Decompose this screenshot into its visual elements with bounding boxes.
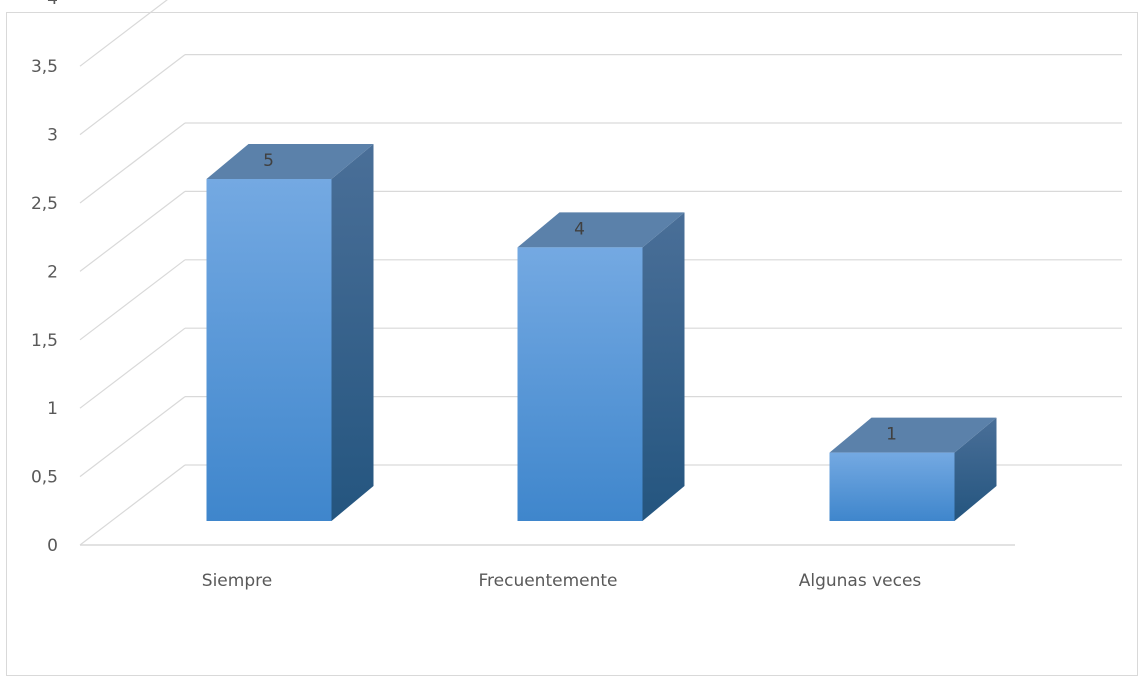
gridline-diagonal	[79, 122, 186, 204]
bar	[206, 179, 332, 521]
bar-top	[206, 144, 374, 179]
bar-side	[331, 144, 374, 521]
bar-side	[642, 212, 685, 521]
x-axis-categories: Siempre Frecuentemente Algunas veces	[202, 571, 922, 591]
x-category-label: Algunas veces	[799, 571, 922, 591]
gridline-diagonal	[79, 396, 186, 478]
gridline-diagonal	[79, 190, 186, 272]
y-tick-label: 2,5	[31, 194, 58, 214]
bar-top	[517, 212, 685, 248]
gridline-diagonal	[79, 0, 168, 67]
gridline-diagonal	[79, 259, 186, 341]
gridline-diagonal	[79, 54, 186, 136]
data-labels: 5 4 1	[263, 151, 897, 445]
bar	[829, 452, 955, 521]
x-category-label: Siempre	[202, 571, 272, 591]
y-tick-label: 3,5	[31, 57, 58, 77]
y-tick-label: 3	[47, 126, 58, 146]
data-label: 5	[263, 151, 274, 171]
bar-side	[954, 417, 997, 521]
y-tick-label: 0	[47, 536, 58, 556]
y-tick-label: 4	[47, 0, 58, 9]
gridline-diagonal	[79, 327, 186, 409]
y-tick-label: 0,5	[31, 468, 58, 488]
data-label: 4	[574, 219, 585, 239]
y-axis-ticks: 00,511,522,533,544,55	[31, 0, 58, 556]
bars	[206, 144, 997, 521]
bar-top	[829, 417, 997, 453]
x-category-label: Frecuentemente	[478, 571, 617, 591]
y-tick-label: 2	[47, 262, 58, 282]
bar	[517, 247, 643, 521]
gridline-diagonal	[79, 464, 186, 546]
y-tick-label: 1,5	[31, 331, 58, 351]
y-tick-label: 1	[47, 399, 58, 419]
data-label: 1	[886, 425, 897, 445]
